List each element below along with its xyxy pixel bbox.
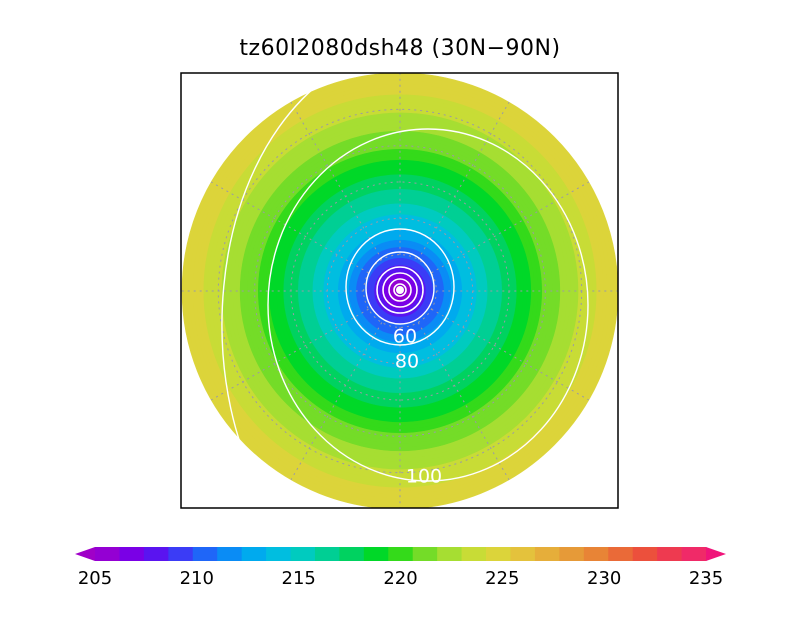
meridian-line [417,101,510,260]
meridian-line [290,322,383,481]
meridian-line [417,322,510,481]
contour-line [267,128,589,482]
colorbar-box [168,547,194,561]
contour-line [221,74,331,508]
meridian-line [210,181,369,274]
contour-label: 60 [393,326,417,348]
colorbar-box [143,547,169,561]
colorbar-box [681,547,707,561]
colorbar-box [461,547,487,561]
colorbar-box [437,547,462,561]
colorbar-box [290,547,316,561]
colorbar-tick-label: 215 [282,568,316,589]
colorbar-tick-label: 210 [180,568,214,589]
colorbar-box [192,547,218,561]
colorbar-box [608,547,634,561]
colorbar-box [241,547,267,561]
colorbar-box [119,547,145,561]
colorbar-boxes [75,547,726,561]
contour-line [365,251,435,325]
colorbar-box [266,547,291,561]
colorbar-box [657,547,682,561]
colorbar-box [559,547,585,561]
colorbar-tick-label: 235 [689,568,723,589]
colorbar-tick-label: 205 [78,568,112,589]
contour-line [376,266,424,314]
lat-lon-grid [182,73,618,508]
colorbar-labels: 205 210 215 220 225 230 235 [78,568,723,589]
contour-pole-dot [396,286,404,294]
meridian-line [210,308,369,401]
colorbar-tick-label: 230 [587,568,621,589]
contour-line [382,272,418,308]
colorbar-box [95,547,120,561]
meridian-line [290,101,383,260]
meridian-line [431,308,590,401]
contour-line [393,283,407,297]
contour-line [345,228,455,346]
meridian-line [431,181,590,274]
colorbar-box [510,547,536,561]
colorbar-box [388,547,414,561]
colorbar-box [486,547,511,561]
colorbar-extend-low [75,547,95,561]
colorbar-box [363,547,389,561]
colorbar-tick-label: 225 [485,568,519,589]
contour-lines: 60 80 100 [221,74,589,508]
colorbar-box [534,547,560,561]
contour-label: 80 [395,351,419,373]
contour-line [388,278,412,302]
colorbar-box [632,547,658,561]
chart-title: tz60l2080dsh48 (30N−90N) [239,36,561,61]
colorbar-box [583,547,609,561]
colorbar-box [339,547,365,561]
plot-frame [180,72,619,509]
colorbar-box [314,547,340,561]
colorbar-box [217,547,243,561]
colorbar-extend-high [706,547,726,561]
colorbar-tick-label: 220 [383,568,417,589]
contour-label: 100 [406,466,442,488]
colorbar-box [412,547,438,561]
